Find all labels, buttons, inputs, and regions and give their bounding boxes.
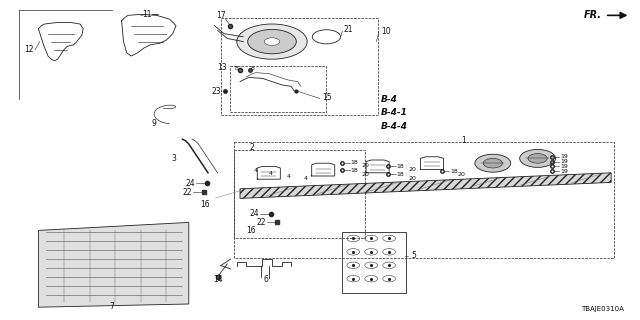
Text: 18: 18 xyxy=(397,172,404,177)
Text: 20: 20 xyxy=(362,163,369,168)
Text: 20: 20 xyxy=(458,172,465,177)
Bar xyxy=(342,232,406,293)
Text: 8: 8 xyxy=(235,66,239,71)
Text: 17: 17 xyxy=(216,11,226,20)
Text: B-4: B-4 xyxy=(381,95,397,104)
Text: 14: 14 xyxy=(212,276,223,284)
Text: 19: 19 xyxy=(560,159,568,164)
Text: 18: 18 xyxy=(397,164,404,169)
Polygon shape xyxy=(240,173,611,198)
Text: 8: 8 xyxy=(251,66,255,71)
Text: 22: 22 xyxy=(256,218,266,227)
Circle shape xyxy=(528,154,547,163)
Text: 24: 24 xyxy=(186,179,195,188)
Text: B-4-1: B-4-1 xyxy=(381,108,408,117)
Text: 10: 10 xyxy=(381,28,390,36)
Text: 13: 13 xyxy=(217,63,227,72)
Text: 20: 20 xyxy=(408,176,416,181)
Text: 18: 18 xyxy=(351,168,358,173)
Circle shape xyxy=(475,154,511,172)
Polygon shape xyxy=(38,222,189,307)
Text: 24: 24 xyxy=(250,209,259,218)
Text: 11—: 11— xyxy=(142,10,159,19)
Text: 4: 4 xyxy=(254,168,258,173)
Text: 16: 16 xyxy=(200,200,210,209)
Text: 19: 19 xyxy=(560,154,568,159)
Text: TBAJE0310A: TBAJE0310A xyxy=(581,306,624,312)
Text: 4: 4 xyxy=(304,176,308,181)
Circle shape xyxy=(264,38,280,45)
Text: 20: 20 xyxy=(362,172,369,177)
Bar xyxy=(221,18,378,115)
Circle shape xyxy=(483,158,502,168)
Text: 22: 22 xyxy=(182,188,192,197)
Text: 5: 5 xyxy=(412,252,417,260)
Circle shape xyxy=(520,149,556,167)
Text: B-4-4: B-4-4 xyxy=(381,122,408,131)
Text: 20: 20 xyxy=(408,167,416,172)
Text: 3: 3 xyxy=(171,154,176,163)
Text: 16: 16 xyxy=(246,226,256,235)
Bar xyxy=(234,150,365,238)
Text: 12: 12 xyxy=(24,45,34,54)
Text: 15: 15 xyxy=(322,93,332,102)
Text: 18: 18 xyxy=(351,160,358,165)
Text: 19: 19 xyxy=(560,164,568,169)
Text: 4: 4 xyxy=(269,171,273,176)
Text: 7: 7 xyxy=(109,302,115,311)
Text: 2: 2 xyxy=(250,143,254,152)
Text: 4: 4 xyxy=(287,173,291,179)
Text: 9: 9 xyxy=(151,119,156,128)
Text: 6: 6 xyxy=(263,276,268,284)
Text: FR.: FR. xyxy=(584,10,602,20)
Circle shape xyxy=(237,24,307,59)
Text: 21: 21 xyxy=(344,25,353,34)
Circle shape xyxy=(248,29,296,54)
Text: 18: 18 xyxy=(450,169,458,174)
Text: 1: 1 xyxy=(461,136,465,145)
Text: 23: 23 xyxy=(211,87,221,96)
Bar xyxy=(230,66,326,112)
Text: 19: 19 xyxy=(560,169,568,174)
Bar xyxy=(234,142,614,258)
